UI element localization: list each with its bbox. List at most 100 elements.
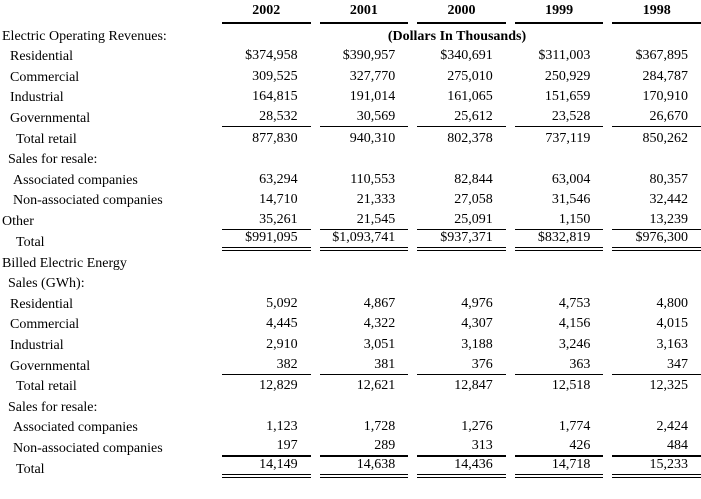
value-cell: 30,569 bbox=[311, 106, 409, 127]
year-header-row: 2002 2001 2000 1999 1998 bbox=[0, 0, 701, 24]
value-cell: 4,015 bbox=[603, 313, 701, 334]
table-row: Total 14,149 14,638 14,436 14,718 15,233 bbox=[0, 457, 701, 478]
table-row: Residential 5,092 4,867 4,976 4,753 4,800 bbox=[0, 292, 701, 313]
cell-value: 4,156 bbox=[558, 316, 591, 332]
row-label: Governmental bbox=[10, 110, 91, 126]
cell-value: 4,445 bbox=[266, 316, 298, 332]
value-cell: 26,670 bbox=[603, 106, 701, 127]
value-cell: 3,246 bbox=[506, 333, 604, 354]
value-cell: 80,357 bbox=[603, 168, 701, 189]
cell-value: 4,800 bbox=[656, 295, 689, 311]
value-cell: 250,929 bbox=[506, 65, 604, 86]
cell-value: 3,246 bbox=[558, 336, 591, 352]
corner-cell bbox=[0, 0, 213, 24]
cell-value: $374,958 bbox=[245, 48, 298, 64]
cell-value: 4,322 bbox=[363, 316, 396, 332]
value-cell: 32,442 bbox=[603, 189, 701, 210]
value-cell: 4,307 bbox=[408, 313, 506, 334]
cell-value: 63,004 bbox=[551, 171, 591, 187]
value-cell: 25,091 bbox=[408, 209, 506, 230]
value-cell bbox=[311, 395, 409, 416]
cell-value: $976,300 bbox=[612, 230, 701, 251]
value-cell: 2,910 bbox=[213, 333, 311, 354]
table-row: Total $991,095 $1,093,741 $937,371 $832,819 $… bbox=[0, 230, 701, 251]
cell-value: 381 bbox=[319, 357, 409, 375]
value-cell: $390,957 bbox=[311, 45, 409, 66]
row-label: Total retail bbox=[16, 379, 77, 395]
value-cell: 381 bbox=[311, 354, 409, 375]
cell-value: 82,844 bbox=[454, 171, 493, 187]
table-row: Commercial 309,525 327,770 275,010 250,929 28… bbox=[0, 65, 701, 86]
cell-value: 110,553 bbox=[350, 171, 396, 187]
value-cell bbox=[506, 251, 604, 272]
value-cell: 82,844 bbox=[408, 168, 506, 189]
cell-value: 161,065 bbox=[447, 89, 493, 105]
row-label: Commercial bbox=[10, 69, 80, 85]
value-cell: 21,333 bbox=[311, 189, 409, 210]
table-row: Electric Operating Revenues: (Dollars In … bbox=[0, 24, 701, 45]
table-row: Total retail 12,829 12,621 12,847 12,518 12,3… bbox=[0, 375, 701, 396]
value-cell: $374,958 bbox=[213, 45, 311, 66]
year-header-2002: 2002 bbox=[213, 0, 311, 24]
cell-value: 5,092 bbox=[266, 295, 298, 311]
row-label: Billed Electric Energy bbox=[2, 255, 127, 271]
value-cell: $937,371 bbox=[408, 230, 506, 251]
value-cell: $340,691 bbox=[408, 45, 506, 66]
value-cell: 737,119 bbox=[506, 127, 604, 148]
value-cell: 363 bbox=[506, 354, 604, 375]
value-cell: 191,014 bbox=[311, 86, 409, 107]
value-cell: 12,847 bbox=[408, 375, 506, 396]
value-cell: 376 bbox=[408, 354, 506, 375]
cell-value: $390,957 bbox=[342, 48, 396, 64]
cell-value: 347 bbox=[612, 357, 701, 375]
table-row: Other 35,261 21,545 25,091 1,150 13,239 bbox=[0, 209, 701, 230]
value-cell: 28,532 bbox=[213, 106, 311, 127]
value-cell: 14,718 bbox=[506, 457, 604, 478]
row-label: Total bbox=[16, 461, 45, 477]
value-cell: $832,819 bbox=[506, 230, 604, 251]
year-header-1998: 1998 bbox=[603, 0, 701, 24]
cell-value: 15,233 bbox=[612, 457, 701, 478]
value-cell bbox=[603, 272, 701, 293]
cell-value: 12,829 bbox=[259, 378, 298, 394]
value-cell: 1,728 bbox=[311, 416, 409, 437]
cell-value: 3,163 bbox=[656, 336, 689, 352]
row-label: Industrial bbox=[10, 90, 64, 106]
row-label: Commercial bbox=[10, 317, 80, 333]
value-cell bbox=[506, 272, 604, 293]
value-cell: 23,528 bbox=[506, 106, 604, 127]
cell-value: 12,621 bbox=[356, 378, 396, 394]
table-row: Industrial 164,815 191,014 161,065 151,659 17… bbox=[0, 86, 701, 107]
value-cell: 14,149 bbox=[213, 457, 311, 478]
cell-value: 191,014 bbox=[349, 89, 396, 105]
row-label: Electric Operating Revenues: bbox=[2, 28, 167, 44]
value-cell: 1,774 bbox=[506, 416, 604, 437]
value-cell: $367,895 bbox=[603, 45, 701, 66]
value-cell: 197 bbox=[213, 436, 311, 457]
year-label: 2002 bbox=[222, 3, 311, 24]
value-cell: 3,163 bbox=[603, 333, 701, 354]
cell-value: 12,518 bbox=[551, 378, 591, 394]
cell-value: 289 bbox=[319, 438, 409, 457]
value-cell: 170,910 bbox=[603, 86, 701, 107]
row-label: Governmental bbox=[10, 358, 91, 374]
value-cell: 877,830 bbox=[213, 127, 311, 148]
value-cell: 289 bbox=[311, 436, 409, 457]
value-cell bbox=[603, 251, 701, 272]
value-cell: 3,051 bbox=[311, 333, 409, 354]
cell-value: 376 bbox=[417, 357, 506, 375]
cell-value: 250,929 bbox=[544, 68, 591, 84]
cell-value: $367,895 bbox=[635, 48, 689, 64]
value-cell: 14,436 bbox=[408, 457, 506, 478]
cell-value: 309,525 bbox=[252, 68, 298, 84]
cell-value: 170,910 bbox=[642, 89, 689, 105]
value-cell: 12,621 bbox=[311, 375, 409, 396]
cell-value: 1,150 bbox=[514, 212, 604, 230]
value-cell bbox=[311, 251, 409, 272]
cell-value: 275,010 bbox=[447, 68, 493, 84]
value-cell bbox=[213, 148, 311, 169]
cell-value: 4,307 bbox=[461, 316, 493, 332]
value-cell bbox=[213, 395, 311, 416]
value-cell: 484 bbox=[603, 436, 701, 457]
table-row: Non-associated companies 197 289 313 426 484 bbox=[0, 436, 701, 457]
